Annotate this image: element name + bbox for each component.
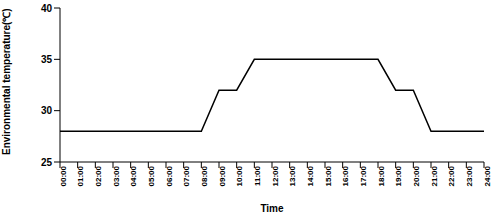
svg-text:08:00: 08:00	[200, 165, 209, 186]
svg-text:09:00: 09:00	[218, 165, 227, 186]
svg-text:25: 25	[41, 157, 53, 168]
svg-text:17:00: 17:00	[359, 165, 368, 186]
svg-text:21:00: 21:00	[430, 165, 439, 186]
svg-text:06:00: 06:00	[165, 165, 174, 186]
svg-text:15:00: 15:00	[324, 165, 333, 186]
svg-text:40: 40	[41, 3, 53, 14]
svg-text:19:00: 19:00	[394, 165, 403, 186]
svg-text:10:00: 10:00	[235, 165, 244, 186]
svg-text:00:00: 00:00	[59, 165, 68, 186]
svg-text:12:00: 12:00	[271, 165, 280, 186]
svg-text:22:00: 22:00	[447, 165, 456, 186]
svg-text:18:00: 18:00	[377, 165, 386, 186]
svg-text:05:00: 05:00	[147, 165, 156, 186]
svg-text:04:00: 04:00	[129, 165, 138, 186]
svg-text:01:00: 01:00	[76, 165, 85, 186]
svg-text:20:00: 20:00	[412, 165, 421, 186]
svg-text:03:00: 03:00	[112, 165, 121, 186]
svg-text:02:00: 02:00	[94, 165, 103, 186]
svg-text:07:00: 07:00	[182, 165, 191, 186]
svg-text:11:00: 11:00	[253, 165, 262, 186]
svg-text:14:00: 14:00	[306, 165, 315, 186]
svg-text:13:00: 13:00	[288, 165, 297, 186]
svg-text:24:00: 24:00	[483, 165, 492, 186]
svg-text:16:00: 16:00	[341, 165, 350, 186]
svg-text:Environmental temperature(℃): Environmental temperature(℃)	[8, 8, 12, 155]
svg-text:23:00: 23:00	[465, 165, 474, 186]
svg-text:Time: Time	[260, 203, 284, 214]
svg-text:30: 30	[41, 105, 53, 116]
svg-text:35: 35	[41, 54, 53, 65]
